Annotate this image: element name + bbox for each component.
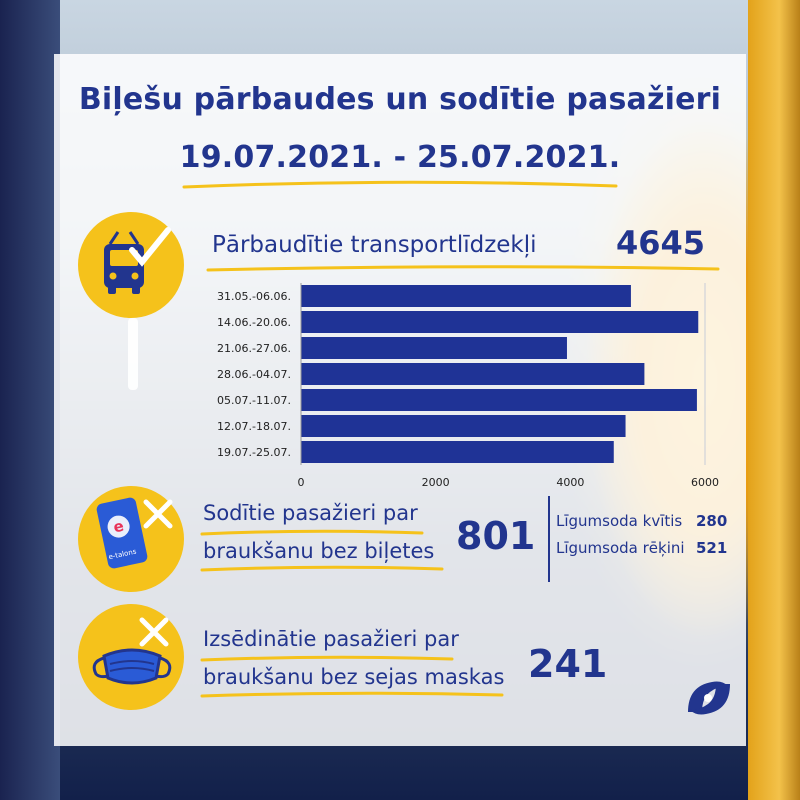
fines-invoices-label: Līgumsoda rēķini (556, 539, 685, 557)
chart-category-label: 19.07.-25.07. (217, 446, 291, 459)
etalons-card-icon: e e-talons (96, 497, 173, 569)
title-underline (182, 180, 618, 189)
fines-label-line2: braukšanu bez biļetes (203, 539, 435, 563)
fines-label-line1: Sodītie pasažieri par (203, 501, 418, 525)
chart-bar (301, 285, 631, 307)
svg-text:e: e (112, 517, 126, 537)
chart-bar (301, 389, 697, 411)
chart-category-label: 21.06.-27.06. (217, 342, 291, 355)
chart-tick-label: 6000 (691, 476, 719, 489)
background-validator (748, 0, 800, 800)
vehicles-underline (206, 265, 720, 272)
chart-bar (301, 363, 645, 385)
vehicles-bar-chart: 31.05.-06.06. 14.06.-20.06. 21.06.-27.06. 2… (217, 283, 719, 489)
page-title: Biļešu pārbaudes un sodītie pasažieri (78, 82, 722, 117)
masks-value: 241 (528, 642, 608, 686)
chart-bar (301, 415, 626, 437)
bus-check-icon (104, 227, 171, 294)
bus-pole (128, 318, 138, 390)
masks-underline-1 (200, 655, 454, 662)
face-mask-icon (92, 617, 172, 685)
chart-category-label: 28.06.-04.07. (217, 368, 291, 381)
fines-receipts-value: 280 (696, 512, 728, 530)
fines-invoices-value: 521 (696, 539, 728, 557)
background-seats (0, 0, 60, 800)
rigas-satiksme-logo (688, 681, 730, 715)
chart-bar (301, 337, 567, 359)
chart-tick-label: 0 (298, 476, 305, 489)
chart-category-label: 14.06.-20.06. (217, 316, 291, 329)
chart-bar (301, 441, 614, 463)
chart-bar (301, 311, 699, 333)
vehicles-value: 4645 (616, 224, 706, 262)
date-range: 19.07.2021. - 25.07.2021. (179, 140, 621, 175)
fines-underline-2 (200, 565, 444, 572)
chart-tick-label: 4000 (556, 476, 584, 489)
chart-category-label: 05.07.-11.07. (217, 394, 291, 407)
chart-tick-label: 2000 (422, 476, 450, 489)
chart-category-label: 12.07.-18.07. (217, 420, 291, 433)
vehicles-label: Pārbaudītie transportlīdzekļi (212, 232, 537, 258)
masks-label-line2: braukšanu bez sejas maskas (203, 665, 505, 689)
masks-label-line1: Izsēdinātie pasažieri par (203, 627, 459, 651)
fines-underline-1 (200, 529, 424, 536)
masks-underline-2 (200, 691, 504, 698)
fines-value: 801 (456, 514, 536, 558)
fines-divider (548, 496, 550, 582)
chart-category-label: 31.05.-06.06. (217, 290, 291, 303)
fines-receipts-label: Līgumsoda kvītis (556, 512, 683, 530)
